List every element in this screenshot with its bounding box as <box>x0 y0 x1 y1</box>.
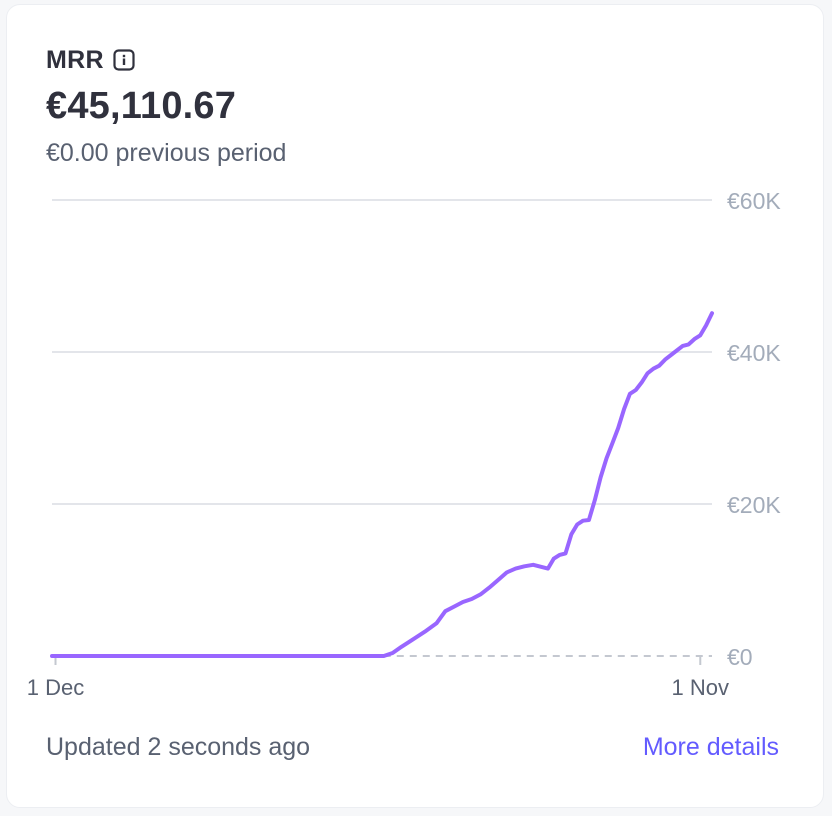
info-icon-graphic <box>113 49 135 71</box>
info-icon[interactable] <box>113 49 135 71</box>
x-tick-label: 1 Dec <box>27 675 84 700</box>
y-tick-label: €60K <box>727 188 781 214</box>
x-axis-ticks: 1 Dec 1 Nov <box>27 657 729 700</box>
metric-title: MRR <box>46 45 104 74</box>
mrr-line-chart: €60K €40K €20K €0 1 Dec 1 Nov <box>27 188 782 700</box>
previous-period-value: €0.00 previous period <box>46 139 287 167</box>
x-tick-label: 1 Nov <box>672 675 729 700</box>
metric-header: MRR <box>46 43 135 77</box>
last-updated-text: Updated 2 seconds ago <box>46 733 311 761</box>
y-axis-tick-labels: €60K €40K €20K €0 <box>727 188 781 670</box>
chart-grid <box>52 199 712 505</box>
y-tick-label: €0 <box>727 644 753 670</box>
metric-value: €45,110.67 <box>46 85 237 127</box>
mrr-series-line <box>50 311 714 658</box>
y-tick-label: €40K <box>727 340 781 366</box>
chart-series <box>50 311 714 658</box>
y-tick-label: €20K <box>727 492 781 518</box>
more-details-link[interactable]: More details <box>642 733 779 761</box>
mrr-card: MRR €45,110.67 €0.00 previous period €60… <box>6 4 824 808</box>
